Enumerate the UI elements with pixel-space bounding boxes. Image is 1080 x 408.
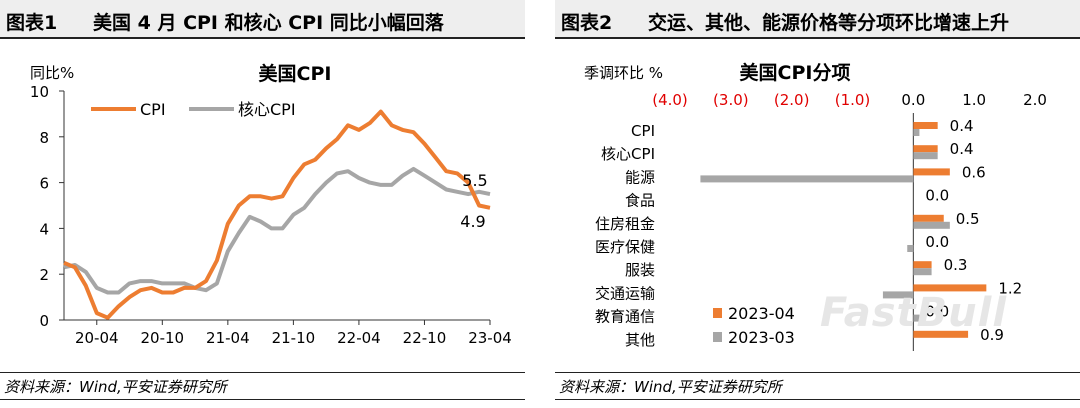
y-tick-label: 4 [39, 220, 49, 238]
category-label: 能源 [625, 168, 655, 186]
data-label: 0.3 [944, 256, 968, 274]
figure-title: 美国 4 月 CPI 和核心 CPI 同比小幅回落 [93, 12, 444, 34]
figure-header: 图表2 交运、其他、能源价格等分项环比增速上升 [555, 0, 1080, 39]
x-tick-label: 0.0 [901, 91, 925, 109]
figure-header: 图表1 美国 4 月 CPI 和核心 CPI 同比小幅回落 [0, 0, 525, 39]
legend-swatch [713, 332, 722, 342]
cpi-components-bar-chart: 美国CPI分项 季调环比 % (4.0) (3.0) (2.0) (1.0) 0.0 1.0 2… [584, 61, 1047, 351]
legend-label: 2023-04 [728, 304, 795, 323]
bar-2023-03 [913, 314, 920, 322]
bar-2023-04 [913, 145, 938, 153]
bar-2023-04 [913, 122, 938, 129]
x-tick-label: (3.0) [713, 91, 749, 109]
bar-2023-03 [700, 175, 914, 183]
data-label: 0.0 [925, 303, 949, 321]
legend-label: 2023-03 [728, 328, 795, 347]
chart-title: 美国CPI分项 [740, 61, 851, 84]
x-tick-label: 1.0 [962, 91, 986, 109]
cpi-line-chart: 美国CPI 同比% 0 2 4 6 8 10 20-04 20-10 21-04 21-10 22-04… [30, 62, 512, 347]
x-tick-label: (1.0) [835, 91, 871, 109]
x-tick-label: 23-04 [468, 329, 512, 347]
bar-2023-04 [913, 214, 944, 222]
bar-2023-04 [913, 330, 969, 338]
figure-2: 图表2 交运、其他、能源价格等分项环比增速上升 美国CPI分项 季调环比 % (4.… [555, 0, 1080, 408]
category-label: CPI [631, 122, 655, 140]
category-label: 医疗保健 [595, 238, 655, 256]
end-label-cpi: 4.9 [460, 212, 485, 231]
bar-2023-04 [913, 261, 932, 269]
data-label: 0.5 [956, 210, 980, 228]
figure-source: 资料来源：Wind,平安证券研究所 [4, 378, 227, 396]
figure-label: 图表1 [6, 12, 58, 34]
data-label: 0.0 [925, 233, 949, 251]
end-label-core-cpi: 5.5 [462, 171, 487, 190]
bar-2023-03 [913, 129, 920, 136]
figure-title: 交运、其他、能源价格等分项环比增速上升 [648, 12, 1010, 34]
figure-label: 图表2 [561, 12, 613, 34]
y-tick-label: 6 [39, 175, 49, 193]
data-label: 0.6 [962, 163, 986, 181]
figure-source: 资料来源：Wind,平安证券研究所 [559, 378, 782, 396]
bar-2023-04 [913, 284, 987, 292]
category-label: 食品 [625, 192, 655, 210]
series-line-core-cpi [63, 166, 491, 295]
category-label: 服装 [625, 261, 655, 279]
bar-2023-03 [913, 268, 932, 276]
y-tick-label: 2 [39, 266, 49, 284]
y-axis-label: 同比% [30, 64, 74, 82]
legend-swatch [713, 308, 722, 318]
x-tick-label: (2.0) [774, 91, 810, 109]
bar-2023-04 [913, 168, 950, 176]
category-label: 其他 [625, 331, 655, 349]
y-tick-label: 0 [39, 312, 49, 330]
figure-footer: 资料来源：Wind,平安证券研究所 [0, 372, 525, 400]
bar-2023-03 [913, 221, 950, 229]
category-label: 住房租金 [595, 215, 655, 233]
bar-2023-03 [913, 152, 938, 160]
y-tick-label: 10 [30, 83, 49, 101]
x-tick-label: (4.0) [652, 91, 688, 109]
legend-label: 核心CPI [238, 100, 296, 119]
data-label: 0.0 [925, 187, 949, 205]
category-label: 教育通信 [595, 308, 655, 326]
y-tick-label: 8 [39, 129, 49, 147]
bar-2023-03 [882, 291, 914, 299]
chart-title: 美国CPI [259, 62, 332, 85]
data-label: 0.4 [950, 117, 974, 135]
category-label: 核心CPI [601, 145, 655, 163]
figure-footer: 资料来源：Wind,平安证券研究所 [555, 372, 1080, 400]
x-tick-label: 21-10 [272, 329, 316, 347]
data-label: 1.2 [998, 279, 1022, 297]
legend-label: CPI [140, 100, 166, 119]
x-tick-label: 22-04 [337, 329, 381, 347]
x-tick-label: 2.0 [1023, 91, 1047, 109]
x-tick-label: 21-04 [206, 329, 250, 347]
data-label: 0.4 [950, 140, 974, 158]
watermark-logo: FastBull [820, 290, 1008, 336]
x-tick-label: 20-10 [141, 329, 185, 347]
x-axis-label: 季调环比 % [584, 64, 663, 82]
x-tick-label: 22-10 [403, 329, 447, 347]
category-label: 交通运输 [595, 284, 655, 302]
figure-1: 图表1 美国 4 月 CPI 和核心 CPI 同比小幅回落 美国CPI 同比% 0 2… [0, 0, 525, 408]
data-label: 0.9 [980, 326, 1004, 344]
series-line-cpi [63, 109, 491, 320]
x-tick-label: 20-04 [75, 329, 119, 347]
bar-2023-03 [907, 245, 914, 252]
